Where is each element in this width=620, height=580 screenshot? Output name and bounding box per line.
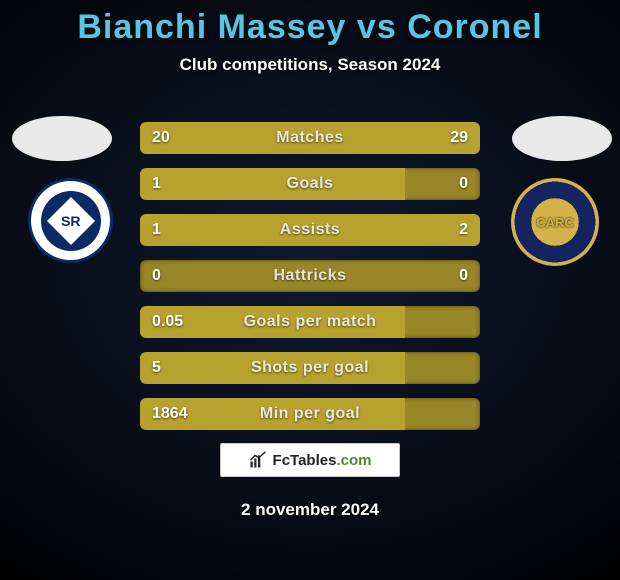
club2-badge: CARC [511, 178, 599, 266]
logo-brand: FcTables [273, 452, 337, 469]
stat-row: 5Shots per goal [140, 352, 480, 384]
snapshot-date: 2 november 2024 [0, 500, 620, 520]
stats-bars: 20Matches291Goals01Assists20Hattricks00.… [140, 122, 480, 444]
stat-label: Min per goal [140, 398, 480, 430]
stat-label: Matches [140, 122, 480, 154]
stat-value-right: 2 [459, 214, 468, 246]
fctables-logo[interactable]: FcTables.com [220, 443, 400, 477]
stat-label: Hattricks [140, 260, 480, 292]
stat-row: 0Hattricks0 [140, 260, 480, 292]
player2-avatar [512, 116, 612, 161]
stat-label: Assists [140, 214, 480, 246]
player2-name: Coronel [407, 8, 542, 46]
logo-domain: .com [336, 452, 371, 469]
stat-row: 1864Min per goal [140, 398, 480, 430]
subtitle: Club competitions, Season 2024 [0, 55, 620, 75]
stat-row: 0.05Goals per match [140, 306, 480, 338]
stat-label: Goals [140, 168, 480, 200]
stat-value-right: 0 [459, 260, 468, 292]
stat-label: Shots per goal [140, 352, 480, 384]
comparison-card: Bianchi Massey vs Coronel Club competiti… [0, 0, 620, 580]
stat-value-right: 0 [459, 168, 468, 200]
chart-icon [249, 451, 267, 469]
stat-row: 1Assists2 [140, 214, 480, 246]
club1-badge: SR [28, 178, 113, 263]
player1-name: Bianchi Massey [77, 8, 346, 46]
stat-row: 20Matches29 [140, 122, 480, 154]
player1-avatar [12, 116, 112, 161]
club1-badge-text: SR [61, 212, 80, 228]
stat-value-right: 29 [450, 122, 468, 154]
stat-label: Goals per match [140, 306, 480, 338]
vs-label: vs [357, 8, 397, 46]
stat-row: 1Goals0 [140, 168, 480, 200]
club2-badge-text: CARC [536, 215, 574, 230]
page-title: Bianchi Massey vs Coronel [0, 0, 620, 47]
